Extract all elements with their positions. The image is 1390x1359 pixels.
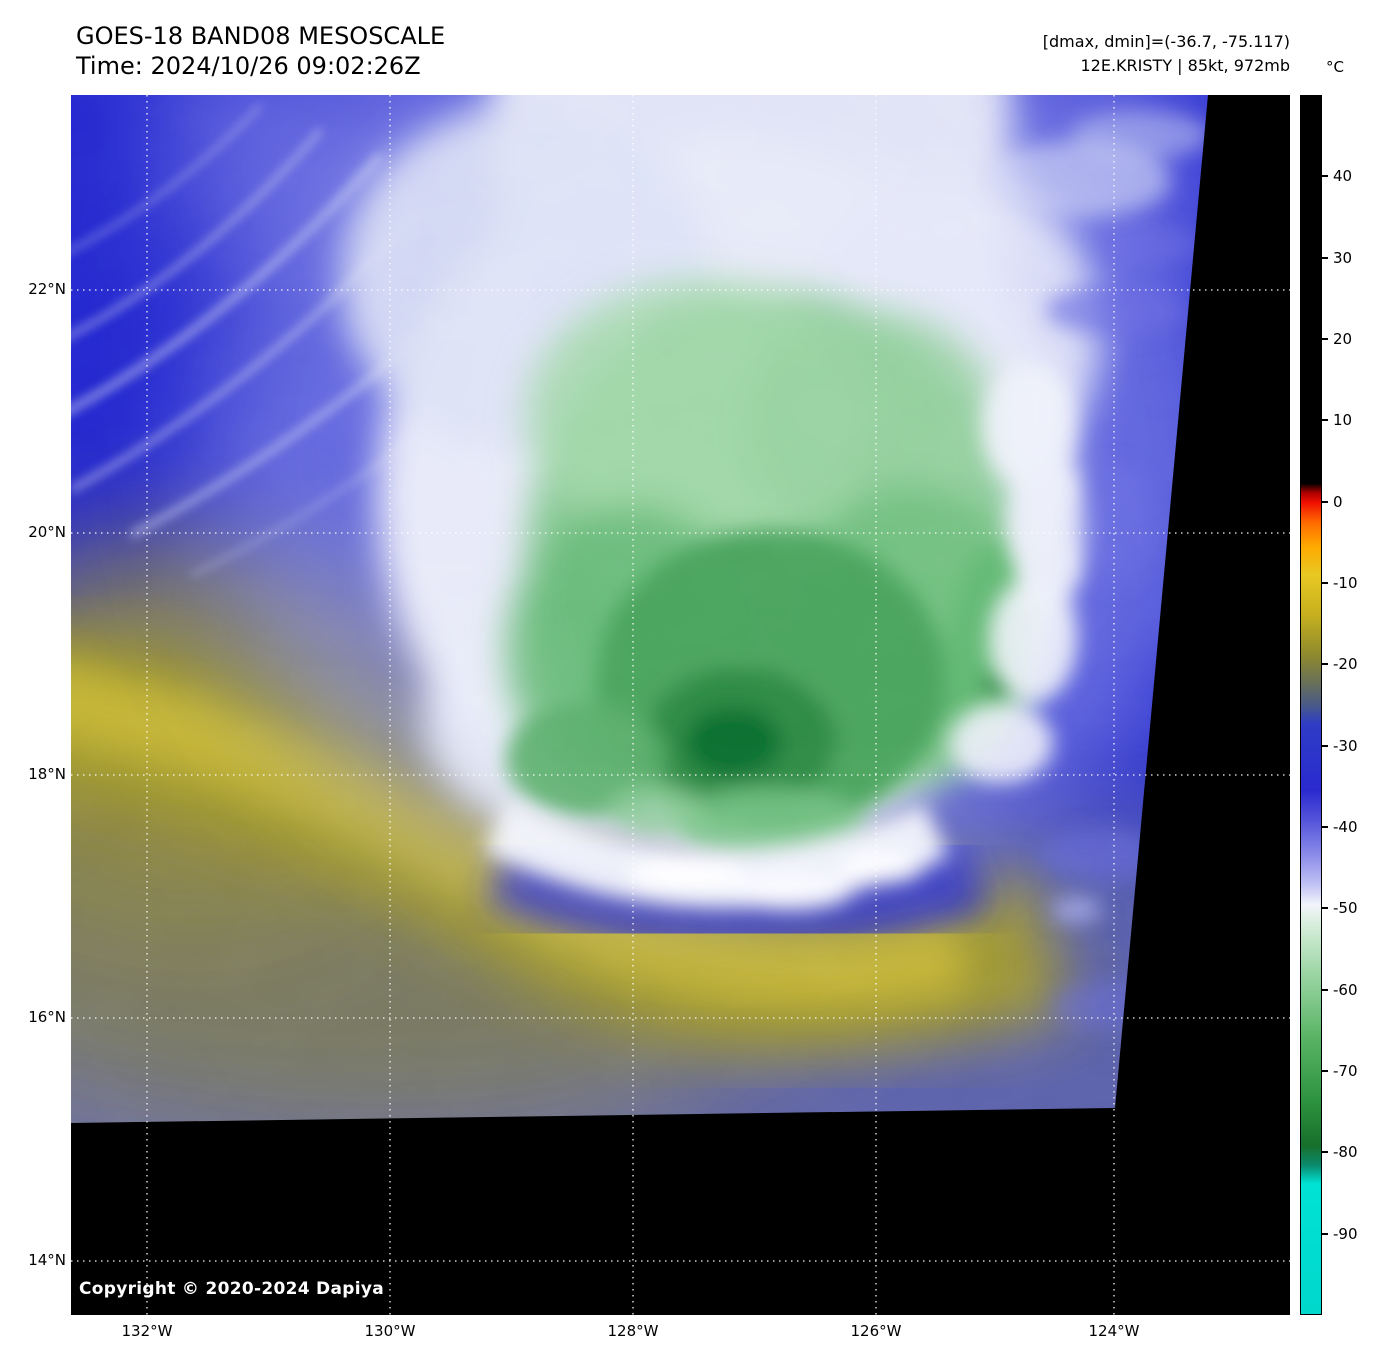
satellite-map-panel: Copyright © 2020-2024 Dapiya	[71, 95, 1290, 1315]
lat-label-22n: 22°N	[28, 280, 66, 298]
colorbar-label-n20: -20	[1333, 655, 1358, 673]
colorbar-tick	[1322, 1233, 1328, 1235]
lat-label-18n: 18°N	[28, 765, 66, 783]
colorbar-tick	[1322, 501, 1328, 503]
timestamp: Time: 2024/10/26 09:02:26Z	[76, 52, 421, 80]
colorbar-tick	[1322, 419, 1328, 421]
data-swath	[71, 95, 1208, 1123]
colorbar-tick	[1322, 907, 1328, 909]
lat-label-16n: 16°N	[28, 1008, 66, 1026]
colorbar-label-n80: -80	[1333, 1143, 1358, 1161]
colorbar-tick	[1322, 989, 1328, 991]
colorbar-tick	[1322, 1151, 1328, 1153]
colorbar-label-n90: -90	[1333, 1225, 1358, 1243]
satellite-image	[71, 95, 1290, 1315]
colorbar-tick	[1322, 257, 1328, 259]
colorbar-tick	[1322, 582, 1328, 584]
colorbar-label-0: 0	[1333, 493, 1343, 511]
colorbar-tick	[1322, 826, 1328, 828]
colorbar-label-n40: -40	[1333, 818, 1358, 836]
lon-label-124w: 124°W	[1088, 1322, 1140, 1340]
colorbar-label-n70: -70	[1333, 1062, 1358, 1080]
colorbar-tick	[1322, 175, 1328, 177]
colorbar-label-20: 20	[1333, 330, 1353, 348]
colorbar-label-n60: -60	[1333, 981, 1358, 999]
copyright: Copyright © 2020-2024 Dapiya	[79, 1279, 384, 1299]
colorbar-unit-label: °C	[1326, 58, 1344, 76]
colorbar-tick	[1322, 1070, 1328, 1072]
colorbar-label-n10: -10	[1333, 574, 1358, 592]
colorbar-tick	[1322, 338, 1328, 340]
lon-label-132w: 132°W	[121, 1322, 173, 1340]
lon-label-128w: 128°W	[607, 1322, 659, 1340]
colorbar-label-30: 30	[1333, 249, 1353, 267]
page-title: GOES-18 BAND08 MESOSCALE	[76, 22, 446, 50]
colorbar-label-40: 40	[1333, 167, 1353, 185]
dmax-dmin-readout: [dmax, dmin]=(-36.7, -75.117)	[1042, 32, 1290, 51]
colorbar	[1300, 95, 1322, 1315]
lat-label-20n: 20°N	[28, 523, 66, 541]
colorbar-label-10: 10	[1333, 411, 1353, 429]
colorbar-label-n50: -50	[1333, 899, 1358, 917]
colorbar-label-n30: -30	[1333, 737, 1358, 755]
lon-label-130w: 130°W	[364, 1322, 416, 1340]
lat-label-14n: 14°N	[28, 1251, 66, 1269]
colorbar-tick	[1322, 745, 1328, 747]
header-right: [dmax, dmin]=(-36.7, -75.117) 12E.KRISTY…	[1043, 30, 1290, 78]
storm-info: 12E.KRISTY | 85kt, 972mb	[1080, 56, 1291, 75]
colorbar-tick	[1322, 663, 1328, 665]
lon-label-126w: 126°W	[850, 1322, 902, 1340]
